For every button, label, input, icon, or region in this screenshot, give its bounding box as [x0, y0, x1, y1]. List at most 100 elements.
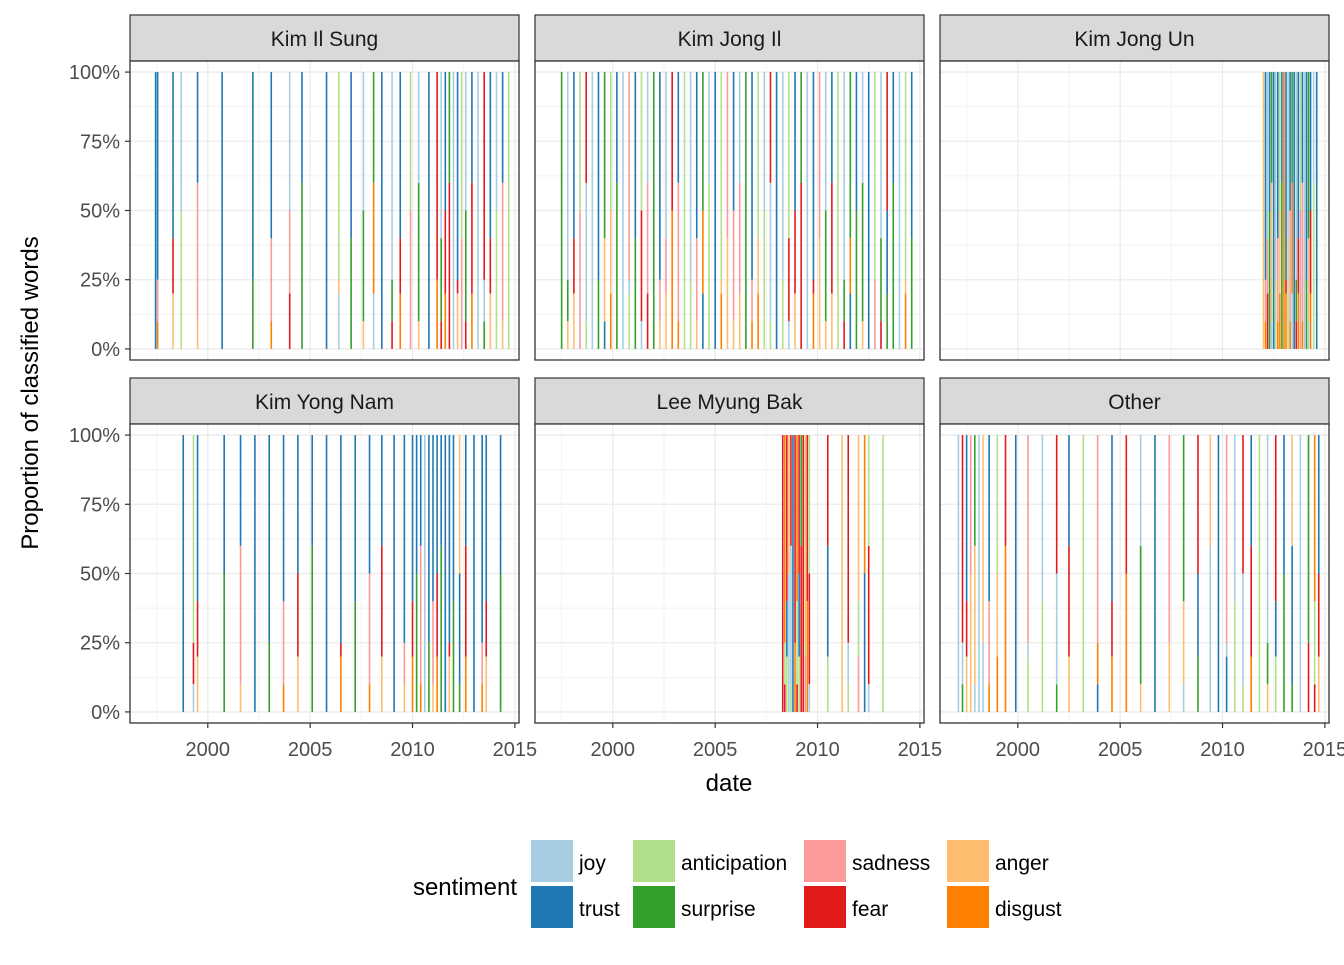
data-bar: [790, 435, 792, 546]
data-bar: [1309, 293, 1312, 349]
data-bar: [818, 238, 821, 349]
data-bar: [982, 642, 984, 712]
data-bar: [301, 72, 303, 183]
data-bar: [1096, 684, 1099, 712]
data-bar: [1295, 72, 1298, 280]
data-bar: [483, 321, 485, 349]
data-bar: [1285, 293, 1287, 349]
data-bar: [788, 573, 790, 712]
data-bar: [677, 182, 680, 322]
data-bar: [1096, 642, 1099, 685]
data-bar: [634, 72, 637, 239]
data-bar: [886, 293, 888, 349]
data-bar: [432, 601, 434, 685]
y-axis-label: Proportion of classified words: [17, 236, 44, 549]
x-tick-label: 2005: [1098, 739, 1143, 761]
data-bar: [436, 656, 438, 712]
data-bar: [288, 210, 291, 294]
data-bar: [857, 435, 860, 602]
data-bar: [1264, 279, 1267, 322]
data-bar: [769, 182, 772, 322]
facet-title: Kim Jong Il: [678, 28, 782, 51]
data-bar: [802, 435, 805, 712]
data-bar: [824, 321, 827, 349]
data-bar: [720, 72, 723, 280]
facet-panel: Kim Jong Un: [939, 14, 1330, 361]
data-bar: [428, 72, 430, 349]
panel-border: [939, 423, 1330, 724]
data-bar: [826, 545, 829, 657]
data-bar: [340, 642, 342, 657]
legend-label: joy: [578, 852, 606, 875]
data-bar: [424, 435, 426, 712]
data-bar: [354, 601, 357, 712]
data-bar: [898, 72, 901, 349]
data-bar: [297, 435, 299, 574]
data-bar: [808, 435, 811, 574]
data-bar: [609, 210, 612, 294]
data-bar: [192, 642, 195, 685]
data-bar: [1291, 293, 1293, 349]
data-bar: [239, 545, 242, 685]
data-bar: [501, 321, 504, 349]
panels-layer: Kim Il Sung 0% 25% 50% 75% 100% Kim Jong Il Kim…: [69, 14, 1344, 761]
data-bar: [702, 72, 704, 211]
data-bar: [499, 435, 502, 574]
data-bar: [808, 573, 811, 685]
x-axis-label: date: [706, 770, 753, 797]
data-bar: [1182, 684, 1185, 712]
data-bar: [847, 435, 850, 643]
data-bar: [156, 72, 159, 280]
data-bar: [788, 72, 790, 239]
data-bar: [702, 293, 704, 349]
data-bar: [154, 72, 157, 349]
data-bar: [1312, 182, 1315, 349]
data-bar: [738, 293, 741, 349]
data-bar: [409, 210, 412, 349]
x-tick-label: 2015: [1303, 739, 1344, 761]
data-bar: [798, 656, 800, 712]
data-bar: [974, 435, 976, 546]
data-bar: [1250, 435, 1252, 546]
data-bar: [720, 293, 723, 349]
panel-border: [534, 60, 925, 361]
legend-swatch: [633, 886, 675, 928]
data-bar: [1307, 435, 1310, 643]
data-bar: [156, 321, 159, 349]
data-bar: [1277, 72, 1279, 239]
data-bar: [566, 72, 569, 280]
data-bar: [1266, 293, 1269, 349]
data-bar: [824, 210, 827, 322]
data-bar: [340, 656, 342, 712]
data-bar: [1004, 545, 1007, 712]
legend: sentiment joy trust anticipation surprise sa…: [413, 840, 1062, 928]
data-bar: [988, 435, 990, 602]
data-bar: [1299, 435, 1302, 712]
data-bar: [1068, 545, 1070, 657]
data-bar: [849, 72, 852, 239]
data-bar: [1055, 573, 1058, 685]
data-bar: [788, 238, 790, 322]
data-bar: [628, 72, 630, 280]
data-bar: [665, 293, 667, 349]
data-bar: [603, 321, 606, 349]
data-bar: [1279, 72, 1281, 211]
data-bar: [738, 182, 741, 294]
y-tick-label: 75%: [80, 131, 120, 153]
data-bar: [338, 293, 340, 349]
data-bar: [808, 684, 811, 712]
data-bar: [477, 72, 479, 349]
data-bar: [1111, 601, 1113, 657]
data-bar: [1266, 72, 1269, 239]
data-bar: [489, 293, 492, 349]
data-bar: [268, 435, 271, 643]
data-bar: [1299, 72, 1302, 211]
data-bar: [391, 321, 393, 349]
data-bar: [831, 72, 833, 183]
data-bar: [1217, 435, 1220, 712]
data-bar: [800, 435, 802, 546]
data-bar: [444, 72, 447, 211]
data-bar: [297, 656, 299, 712]
data-bar: [794, 435, 796, 643]
data-bar: [1291, 684, 1293, 712]
